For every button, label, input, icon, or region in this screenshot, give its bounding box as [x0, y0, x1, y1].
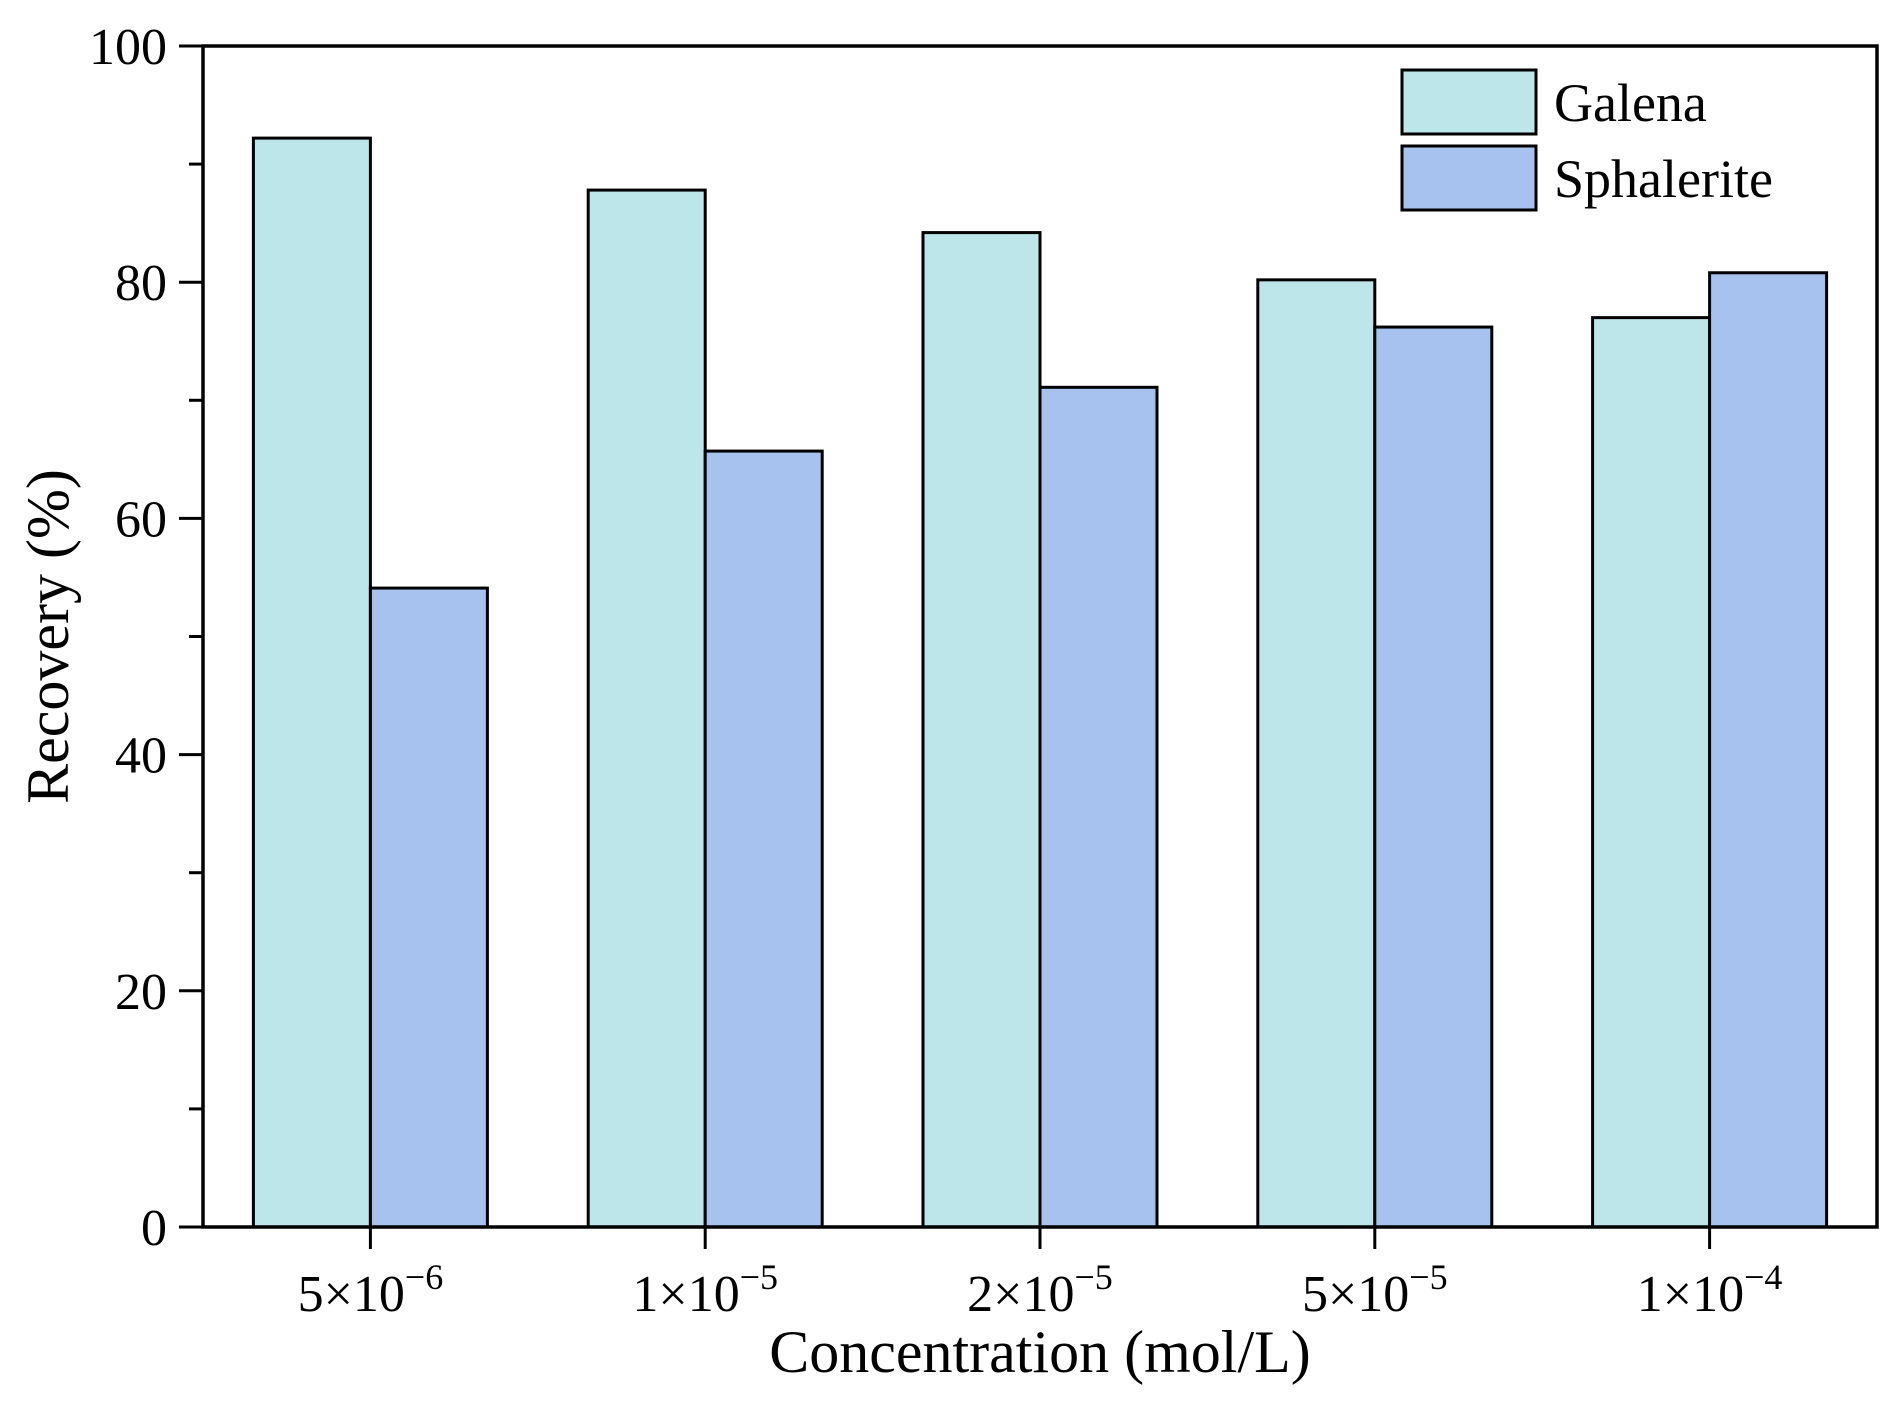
bar-sphalerite-0 [368, 586, 489, 1229]
x-tick-label: 1×10−5 [632, 1257, 778, 1323]
x-tick-exponent: −5 [740, 1257, 778, 1297]
legend: Galena Sphalerite [1400, 68, 1773, 212]
y-tick-label: 20 [115, 964, 167, 1021]
bar-sphalerite-1 [703, 449, 824, 1229]
x-tick-exponent: −5 [1075, 1257, 1113, 1297]
bar-galena-2 [921, 231, 1042, 1229]
legend-label-galena: Galena [1554, 73, 1707, 133]
legend-swatch-sphalerite [1400, 144, 1538, 212]
x-tick-label: 2×10−5 [967, 1257, 1113, 1323]
bar-galena-0 [251, 136, 372, 1229]
x-tick-label: 1×10−4 [1637, 1257, 1783, 1323]
legend-label-sphalerite: Sphalerite [1554, 149, 1773, 209]
x-axis-ticks: 5×10−6 1×10−5 2×10−5 5×10−5 1×10−4 [298, 1227, 1783, 1323]
x-tick-exponent: −5 [1409, 1257, 1447, 1297]
y-tick-label: 0 [141, 1200, 167, 1257]
x-tick-exponent: −4 [1744, 1257, 1782, 1297]
y-tick-label: 100 [89, 19, 167, 76]
bar-sphalerite-4 [1708, 271, 1829, 1229]
bar-galena-3 [1256, 278, 1377, 1229]
x-tick-label: 5×10−6 [298, 1257, 444, 1323]
y-tick-label: 80 [115, 255, 167, 312]
bar-galena-1 [586, 188, 707, 1229]
bar-sphalerite-2 [1038, 385, 1159, 1229]
x-axis-title: Concentration (mol/L) [769, 1319, 1311, 1385]
x-tick-label: 5×10−5 [1302, 1257, 1448, 1323]
bar-sphalerite-3 [1373, 325, 1494, 1229]
y-axis-ticks: 0 20 40 60 80 100 [89, 19, 203, 1257]
legend-swatch-galena [1400, 68, 1538, 136]
bar-galena-4 [1591, 316, 1712, 1229]
plot-frame [201, 44, 1879, 1229]
x-tick-exponent: −6 [405, 1257, 443, 1297]
y-axis-title: Recovery (%) [15, 469, 81, 804]
bars-group [251, 136, 1829, 1229]
y-tick-label: 40 [115, 728, 167, 785]
y-tick-label: 60 [115, 491, 167, 548]
